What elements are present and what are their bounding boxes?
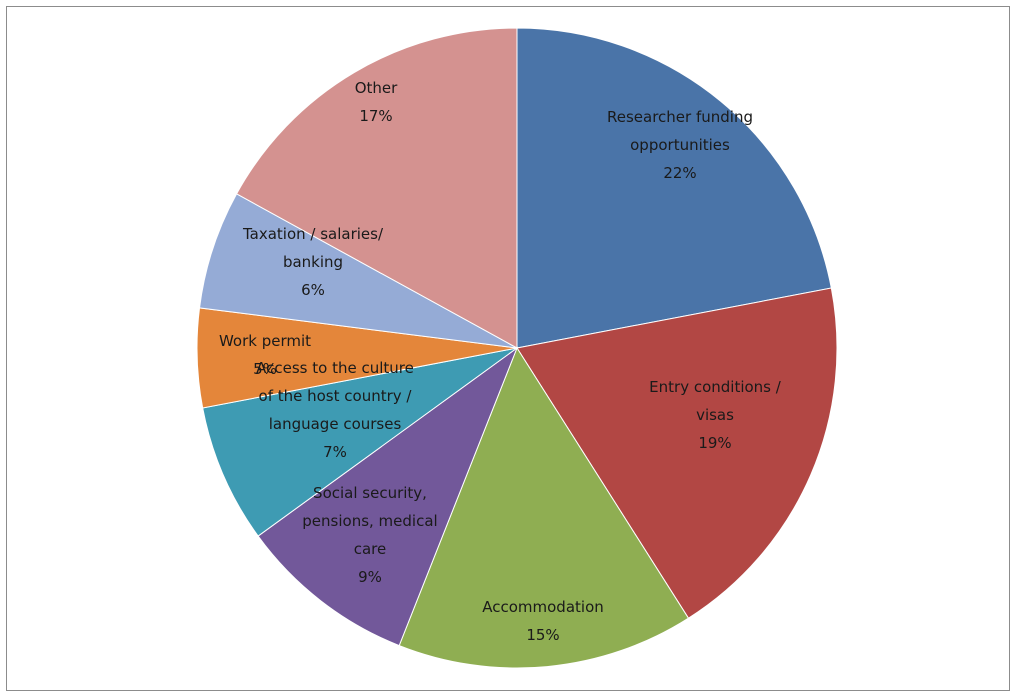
slice-label-other: Other 17%	[355, 79, 398, 125]
slice-label-access-to-the-culture-of-the-host-country-language-courses: Access to the culture of the host country…	[256, 359, 414, 461]
slice-label-taxation-salaries-banking: Taxation / salaries/banking 6%	[242, 225, 384, 299]
slice-label-social-security-pensions-medical-care: Social security, pensions, medical care 9%	[302, 484, 437, 586]
pie-slice-access-to-the-culture-of-the-host-country-language-courses	[202, 347, 518, 537]
slice-label-entry-conditions-visas: Entry conditions / visas 19%	[649, 378, 782, 452]
pie-slice-taxation-salaries-banking	[198, 193, 518, 349]
pie-slice-social-security-pensions-medical-care	[257, 346, 519, 647]
pie-slice-other	[235, 27, 518, 349]
slice-label-researcher-funding-opportunities: Researcher funding opportunities 22%	[607, 108, 753, 182]
pie-slice-accommodation	[398, 346, 690, 669]
pie-slice-entry-conditions-visas	[516, 287, 838, 619]
slice-label-work-permit: Work permit 5%	[219, 332, 311, 378]
slice-label-accommodation: Accommodation 15%	[482, 598, 604, 644]
pie-slice-researcher-funding-opportunities	[516, 27, 832, 349]
